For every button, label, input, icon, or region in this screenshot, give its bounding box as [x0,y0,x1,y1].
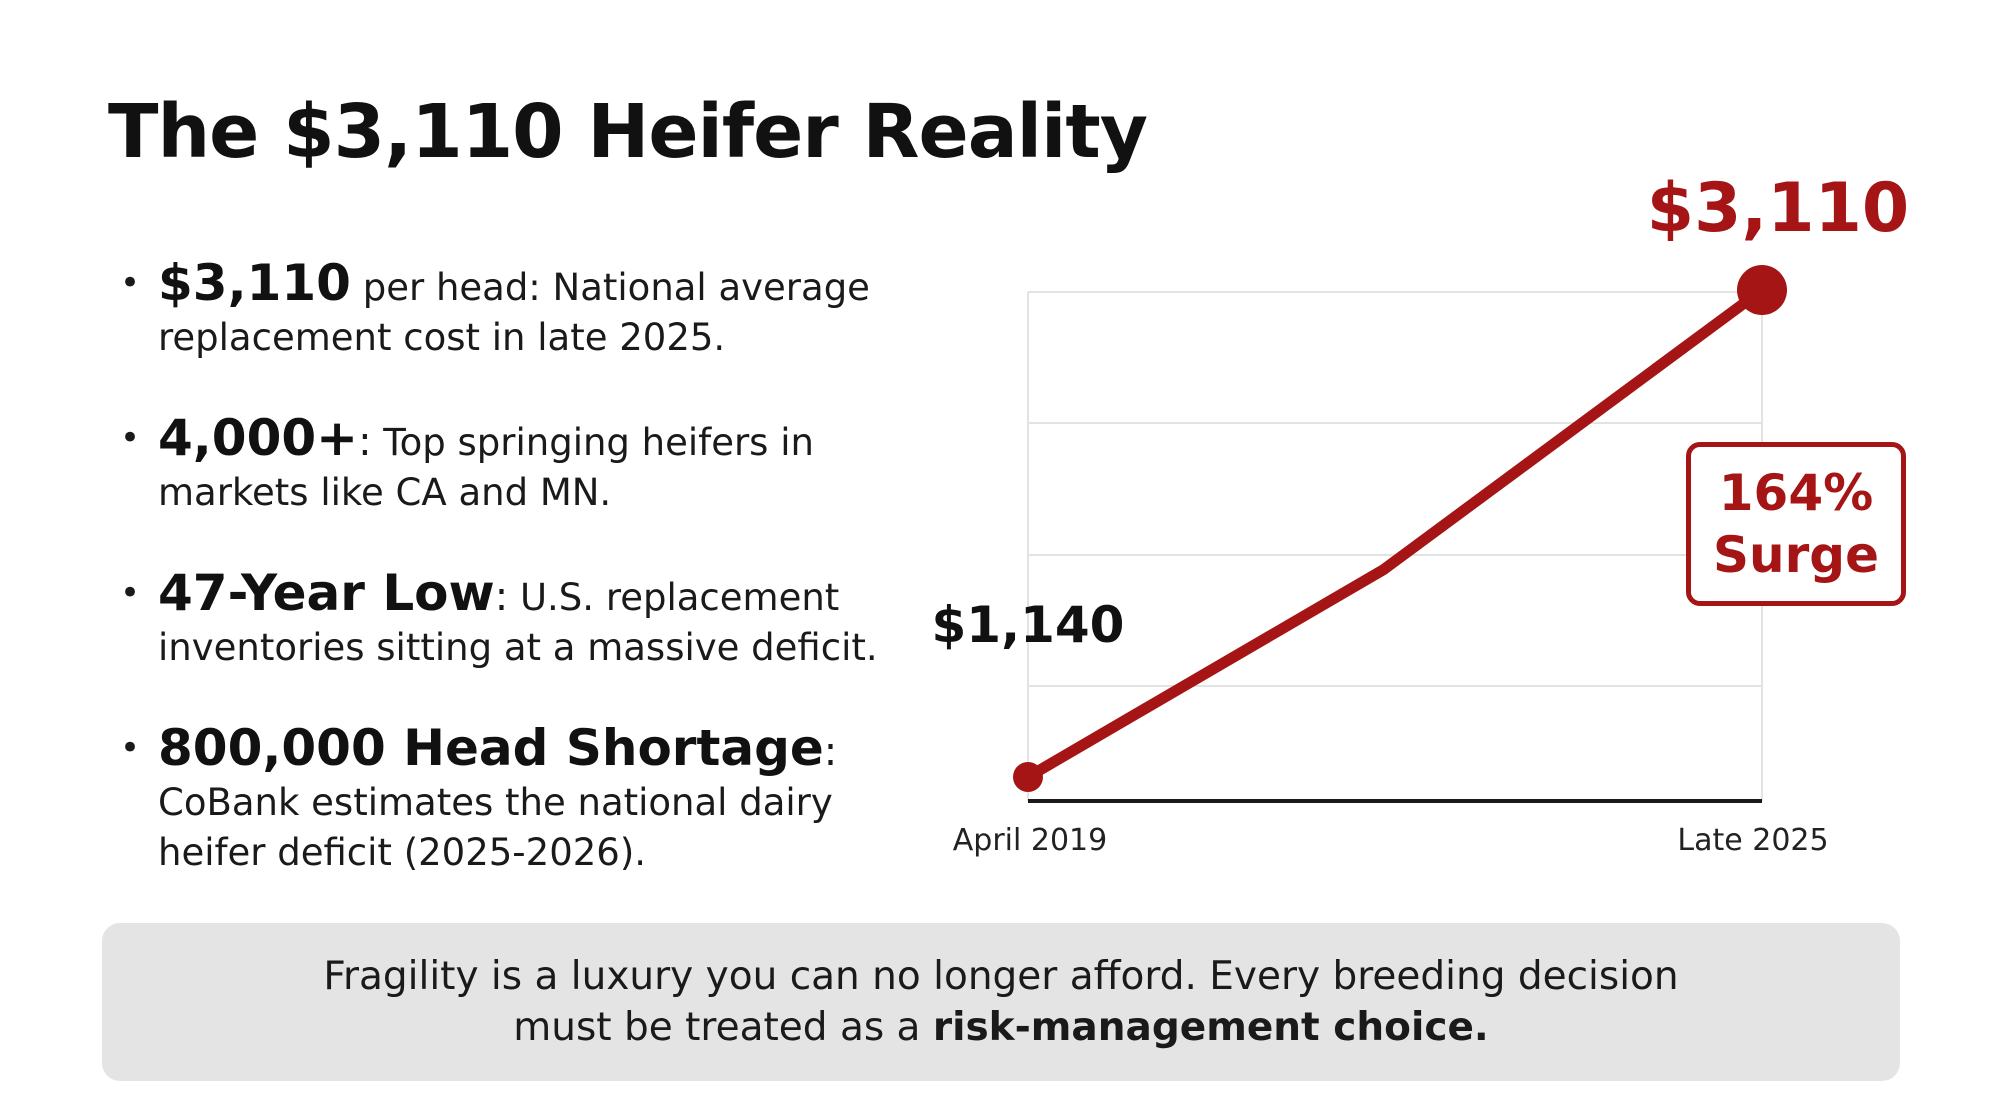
callout-line-2: must be treated as a risk-management cho… [513,1002,1488,1053]
surge-percent: 164% [1718,464,1874,522]
bullet-head-shortage: • 800,000 Head Shortage: CoBank estimate… [118,723,898,878]
end-value-label: $3,110 [1647,169,1909,248]
bullet-key: 800,000 Head Shortage [158,719,824,777]
callout-emphasis: risk-management choice. [932,1005,1489,1050]
bullet-colon: : [823,729,838,775]
surge-word: Surge [1713,526,1879,584]
bullet-inventory-low: • 47-Year Low: U.S. replacement inventor… [118,568,898,673]
bullet-dot-icon: • [120,418,141,458]
bullet-text: Top springing heifers in markets like CA… [158,421,814,514]
x-tick-label-start: April 2019 [953,823,1107,858]
bullet-colon: : [494,574,509,620]
start-value-label: $1,140 [932,596,1125,654]
callout-banner: Fragility is a luxury you can no longer … [102,923,1900,1081]
bullet-text: per head: National average replacement c… [158,266,870,359]
bullet-text: U.S. replacement inventories sitting at … [158,576,878,669]
bullet-top-springing: • 4,000+: Top springing heifers in marke… [118,413,898,518]
bullet-key: 4,000+ [158,409,359,467]
end-point [1737,265,1787,315]
page-title: The $3,110 Heifer Reality [108,89,1148,175]
surge-annotation: 164% Surge [1686,442,1906,606]
bullet-key: 47-Year Low [158,564,495,622]
bullet-list: • $3,110 per head: National average repl… [118,258,898,878]
bullet-dot-icon: • [120,728,141,768]
bullet-text: CoBank estimates the national dairy heif… [158,781,833,874]
bullet-colon: : [358,419,372,465]
bullet-replacement-cost: • $3,110 per head: National average repl… [118,258,898,363]
callout-plain-text: must be treated as a [513,1005,933,1050]
start-point [1013,761,1043,792]
bullet-dot-icon: • [120,263,141,303]
bullet-key: $3,110 [158,254,351,312]
price-series-line [1022,284,1768,783]
bullet-dot-icon: • [120,573,141,613]
callout-line-1: Fragility is a luxury you can no longer … [323,954,1679,999]
x-tick-label-end: Late 2025 [1677,823,1828,858]
